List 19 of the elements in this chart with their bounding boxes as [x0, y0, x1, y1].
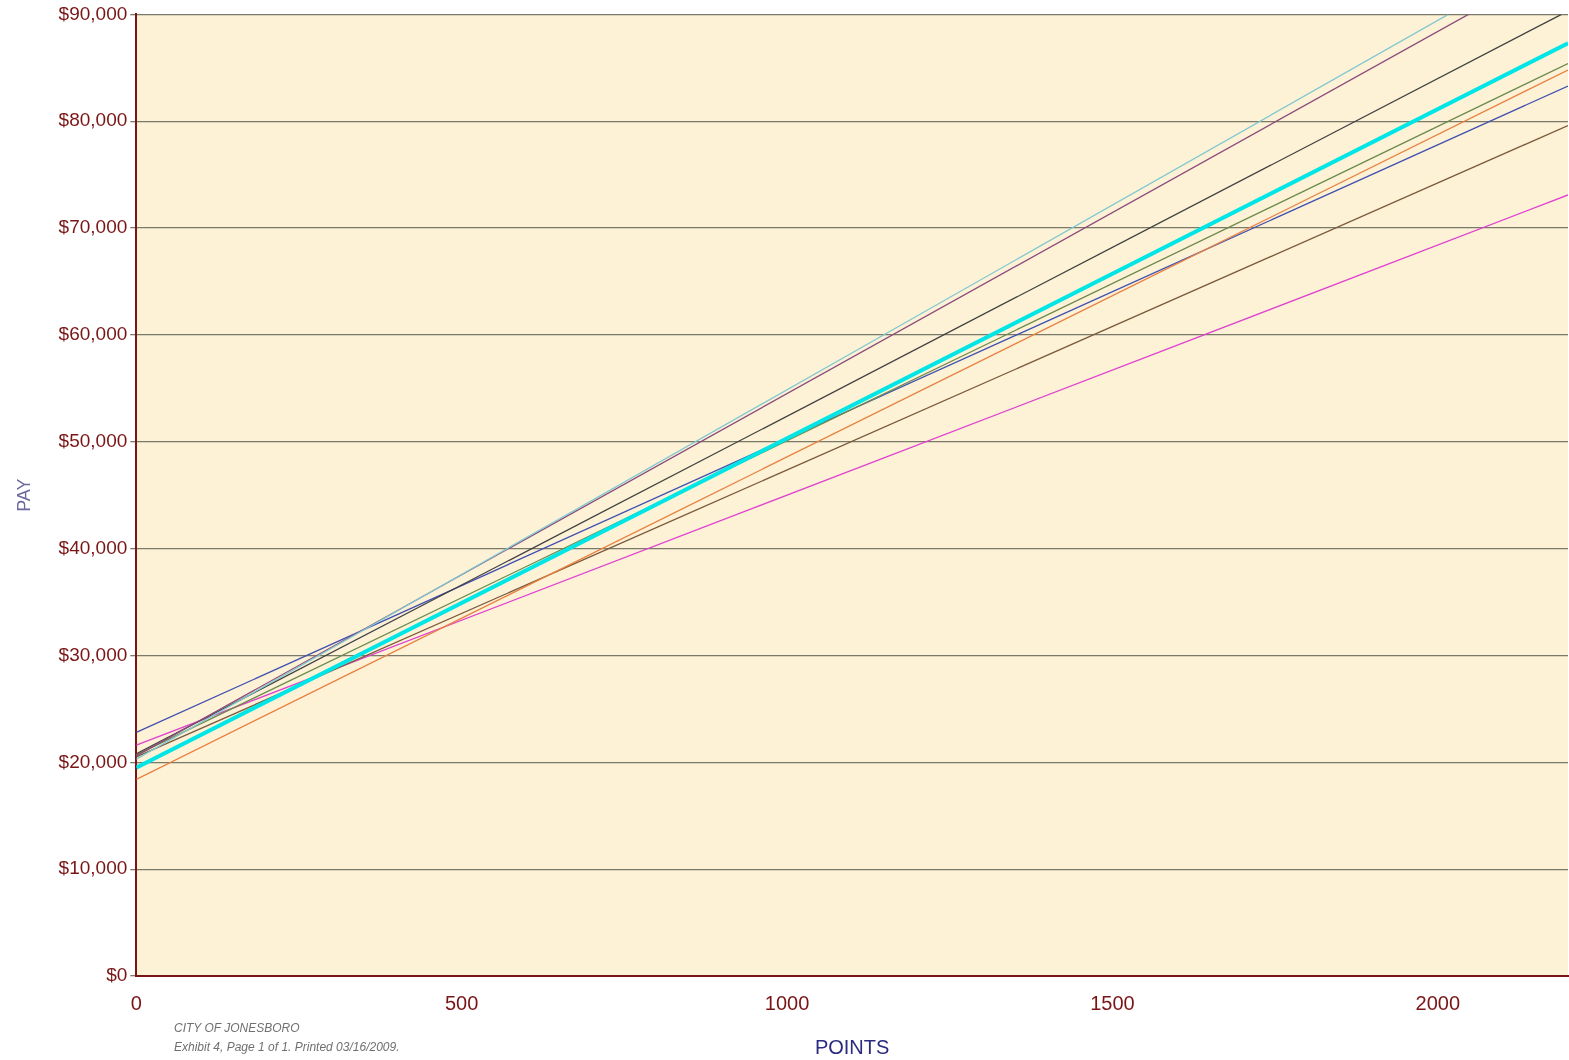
x-tick-label: 0 — [130, 991, 142, 1014]
x-tick-label: 1000 — [764, 991, 810, 1014]
y-tick-label: $0 — [106, 964, 128, 986]
text: CITY OF JONESBORO — [174, 1021, 300, 1035]
y-tick-label: $60,000 — [58, 323, 128, 345]
x-tick-label: 2000 — [1415, 991, 1461, 1014]
x-axis-title: POINTS — [814, 1035, 890, 1058]
y-tick-label: $90,000 — [58, 2, 128, 24]
y-tick-label: $50,000 — [58, 430, 128, 452]
y-tick-label: $70,000 — [58, 216, 128, 238]
y-tick-label: $80,000 — [58, 109, 128, 131]
x-tick-label: 1500 — [1090, 991, 1135, 1014]
y-tick-label: $20,000 — [58, 750, 128, 772]
y-tick-label: $30,000 — [58, 643, 128, 665]
x-tick-label: 500 — [444, 991, 479, 1014]
y-tick-label: $10,000 — [58, 857, 128, 879]
y-tick-label: $40,000 — [58, 536, 128, 558]
y-axis-title: PAY — [13, 478, 34, 512]
text: Exhibit 4, Page 1 of 1. Printed 03/16/2009. — [174, 1040, 400, 1054]
